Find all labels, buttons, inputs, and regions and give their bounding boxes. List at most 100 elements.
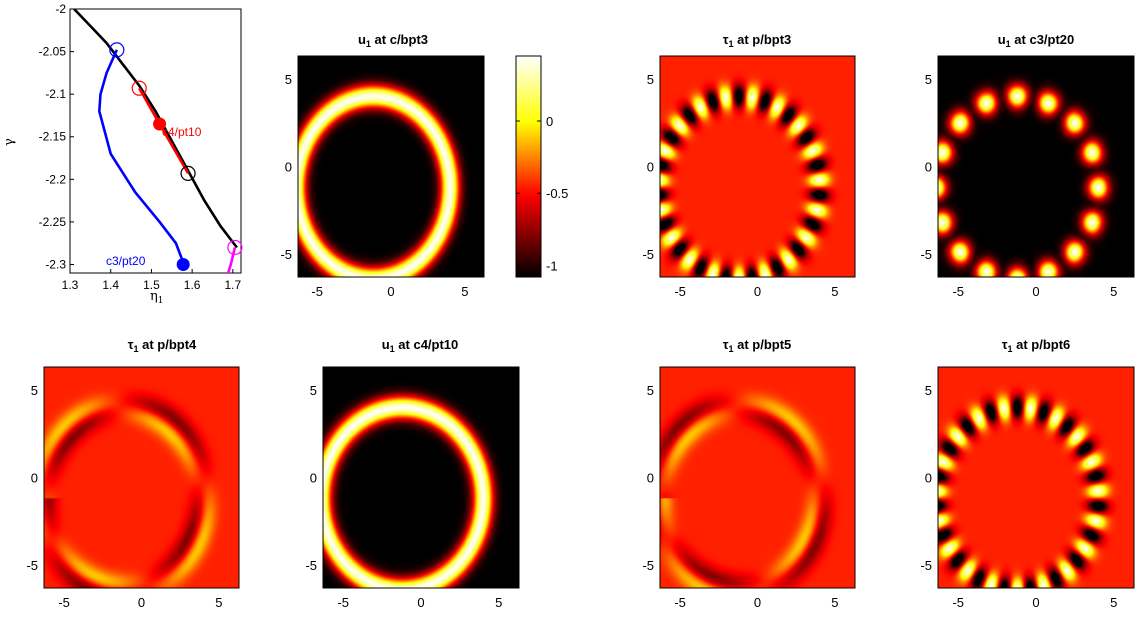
title-rest: at p/bpt4 [139, 337, 198, 352]
heatmap-field [938, 56, 1134, 277]
diagram-x-tick-label: 1.4 [102, 278, 119, 292]
panel-tau1-p-bpt3: τ1 at p/bpt3 -5 0 5 5 0 -5 [642, 32, 856, 299]
diagram-y-tick-label: -2 [55, 2, 66, 16]
panel-tau1-p-bpt4: τ1 at p/bpt4 -5 0 5 5 0 -5 [26, 337, 240, 610]
y-tick-label: -5 [305, 558, 317, 573]
bifurcation-diagram: 1.3 1.4 1.5 1.6 1.7 -2 -2.05 -2.1 -2.15 -2.2 -2.2… [2, 2, 243, 306]
y-tick-label: 5 [647, 383, 654, 398]
diagram-x-tick-label: 1.3 [62, 278, 79, 292]
diagram-y-tick-label: -2.15 [39, 130, 67, 144]
y-tick-label: -5 [920, 558, 932, 573]
diagram-branch-4 [226, 247, 237, 273]
colorbar-tick-label: -0.5 [546, 186, 568, 201]
x-tick-label: -5 [58, 595, 70, 610]
heatmap-ticks: -5 0 5 5 0 -5 [642, 72, 838, 299]
diagram-point-open-3 [180, 165, 196, 181]
heatmap-image [660, 367, 855, 588]
heatmap-axes-box [659, 366, 856, 589]
panel-title: τ1 at p/bpt6 [1002, 337, 1071, 354]
label-c3-pt20: c3/pt20 [106, 254, 146, 268]
x-tick-label: -5 [674, 284, 686, 299]
title-main: u [382, 337, 390, 352]
x-label-sub: 1 [158, 296, 164, 306]
heatmap-axes-box [297, 55, 485, 278]
y-tick-label: 0 [647, 471, 654, 486]
panel-u1-c3-pt20: u1 at c3/pt20 -5 0 5 5 0 -5 [920, 32, 1135, 299]
panel-title: u1 at c/bpt3 [358, 32, 428, 49]
x-tick-label: 5 [215, 595, 222, 610]
title-rest: at p/bpt6 [1013, 337, 1071, 352]
y-tick-label: 0 [310, 471, 317, 486]
y-tick-label: -5 [920, 247, 932, 262]
diagram-axes-box [69, 8, 242, 274]
x-tick-label: 0 [754, 595, 761, 610]
diagram-y-tick-label: -2.25 [39, 215, 67, 229]
panel-tau1-p-bpt6: τ1 at p/bpt6 -5 0 5 5 0 -5 [920, 337, 1135, 610]
diagram-point-open-2 [131, 80, 147, 96]
diagram-x-ticks: 1.3 1.4 1.5 1.6 1.7 [62, 269, 242, 292]
title-sub: 1 [134, 344, 139, 354]
diagram-point-filled-5 [153, 117, 167, 131]
colorbar-ticks: 0 -0.5 -1 [516, 114, 568, 273]
heatmap-field [660, 367, 855, 588]
title-sub: 1 [729, 39, 734, 49]
y-tick-label: 0 [285, 160, 292, 175]
heatmap-axes-box [659, 55, 856, 278]
heatmap-image [323, 367, 519, 588]
diagram-y-tick-label: -2.1 [45, 87, 66, 101]
x-tick-label: 0 [387, 284, 394, 299]
y-tick-label: -5 [26, 558, 38, 573]
diagram-branch-1 [73, 9, 238, 249]
heatmap-field [298, 56, 484, 277]
heatmap-field [44, 367, 239, 588]
y-tick-label: 5 [925, 72, 932, 87]
diagram-x-label: η1 [150, 289, 164, 306]
y-tick-label: 5 [925, 383, 932, 398]
diagram-y-label: γ [2, 138, 17, 146]
diagram-y-tick-label: -2.05 [39, 45, 67, 59]
heatmap-axes-box [43, 366, 240, 589]
y-tick-label: 5 [310, 383, 317, 398]
title-sub: 1 [1008, 344, 1013, 354]
x-tick-label: 0 [754, 284, 761, 299]
heatmap-field [323, 367, 519, 588]
diagram-x-tick-label: 1.7 [225, 278, 242, 292]
y-tick-label: -5 [280, 247, 292, 262]
title-main: τ [1002, 337, 1008, 352]
x-tick-label: 5 [831, 284, 838, 299]
y-tick-label: 5 [31, 383, 38, 398]
heatmap-ticks: -5 0 5 5 0 -5 [920, 72, 1117, 299]
x-tick-label: 0 [138, 595, 145, 610]
diagram-y-tick-label: -2.2 [45, 172, 66, 186]
panel-title: u1 at c3/pt20 [998, 32, 1075, 49]
x-tick-label: 5 [495, 595, 502, 610]
title-rest: at c/bpt3 [371, 32, 428, 47]
diagram-y-tick-label: -2.3 [45, 257, 66, 271]
title-sub: 1 [1006, 39, 1011, 49]
x-tick-label: 0 [1032, 284, 1039, 299]
x-tick-label: 5 [1110, 595, 1117, 610]
title-sub: 1 [729, 344, 734, 354]
x-tick-label: -5 [952, 595, 964, 610]
heatmap-image [298, 56, 484, 277]
heatmap-axes-box [322, 366, 520, 589]
heatmap-field [938, 367, 1134, 588]
x-tick-label: -5 [311, 284, 323, 299]
y-tick-label: 5 [285, 72, 292, 87]
x-tick-label: -5 [674, 595, 686, 610]
x-tick-label: 0 [417, 595, 424, 610]
heatmap-ticks: -5 0 5 5 0 -5 [920, 383, 1117, 610]
heatmap-axes-box [937, 55, 1135, 278]
heatmap-ticks: -5 0 5 5 0 -5 [642, 383, 838, 610]
x-tick-label: 5 [831, 595, 838, 610]
diagram-branch-2 [97, 49, 186, 265]
panel-u1-c-bpt3: u1 at c/bpt3 -5 0 5 5 0 -5 [280, 32, 485, 299]
x-tick-label: 5 [461, 284, 468, 299]
heatmap-axes-box [937, 366, 1135, 589]
title-rest: at c3/pt20 [1011, 32, 1075, 47]
diagram-point-open-4 [227, 239, 243, 256]
heatmap-ticks: -5 0 5 5 0 -5 [305, 383, 502, 610]
y-tick-label: 0 [647, 160, 654, 175]
heatmap-image [44, 367, 239, 588]
